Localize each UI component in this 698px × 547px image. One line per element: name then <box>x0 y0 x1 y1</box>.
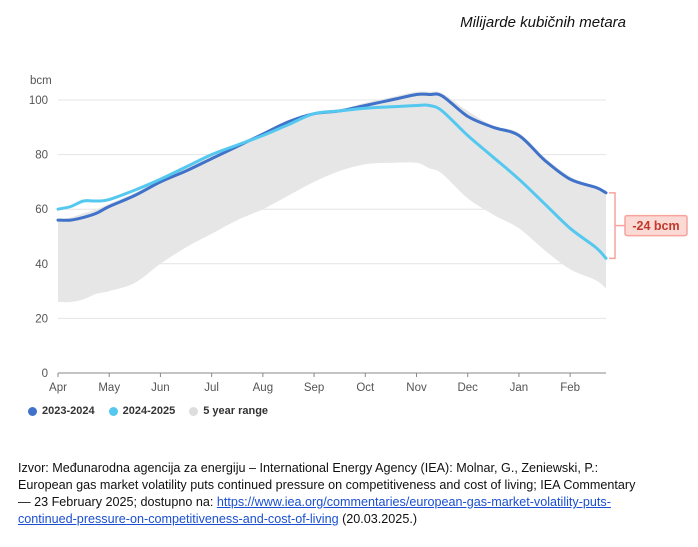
x-tick-label-Jan: Jan <box>510 382 529 394</box>
legend-item-2024-2025: 2024-2025 <box>108 405 176 417</box>
y-tick-label-0: 0 <box>42 368 48 380</box>
series-line-2024-2025 <box>56 103 608 260</box>
storage-chart: 0 20 40 60 80 100 bcm Apr May Jun Jul Aug Sep Oct Nov D… <box>29 75 688 394</box>
annotation-bracket <box>609 192 616 260</box>
x-tick-label-Nov: Nov <box>406 382 427 394</box>
x-tick-label-Jun: Jun <box>151 382 170 394</box>
legend-dot-2024-2025 <box>108 406 118 416</box>
x-tick-label-Dec: Dec <box>457 382 478 394</box>
source-link[interactable]: https://www.iea.org/commentaries/europea… <box>18 495 611 526</box>
legend-item-2023-2024: 2023-2024 <box>28 405 95 417</box>
y-tick-label-60: 60 <box>35 204 48 216</box>
x-tick-label-Feb: Feb <box>560 382 580 394</box>
y-axis-label: bcm <box>30 75 52 87</box>
legend-item-range: 5 year range <box>189 405 268 417</box>
x-tick-label-Aug: Aug <box>253 382 273 394</box>
y-tick-label-100: 100 <box>29 95 48 107</box>
x-tick-label-Oct: Oct <box>356 382 375 394</box>
x-tick-label-May: May <box>98 382 120 394</box>
source-text: Izvor: Međunarodna agencija za energiju … <box>18 461 636 509</box>
legend-dot-range <box>189 406 199 416</box>
y-tick-label-40: 40 <box>35 259 48 271</box>
y-tick-label-20: 20 <box>35 313 48 325</box>
range-band <box>58 91 606 303</box>
annotation-label: -24 bcm <box>632 219 679 233</box>
chart-subtitle: Milijarde kubičnih metara <box>460 14 626 31</box>
y-tick-label-80: 80 <box>35 150 48 162</box>
source-citation: Izvor: Međunarodna agencija za energiju … <box>18 460 638 528</box>
legend: 2023-2024 2024-2025 5 year range <box>28 405 268 417</box>
source-suffix: (20.03.2025.) <box>338 512 418 526</box>
annotation-box <box>624 214 688 237</box>
legend-dot-2023-2024 <box>28 406 37 416</box>
legend-label-2024-2025: 2024-2025 <box>122 405 176 417</box>
legend-label-2023-2024: 2023-2024 <box>42 405 95 417</box>
x-tick-label-Sep: Sep <box>304 382 324 394</box>
legend-label-range: 5 year range <box>203 405 269 417</box>
x-tick-label-Apr: Apr <box>49 382 67 394</box>
x-tick-label-Jul: Jul <box>204 382 219 394</box>
